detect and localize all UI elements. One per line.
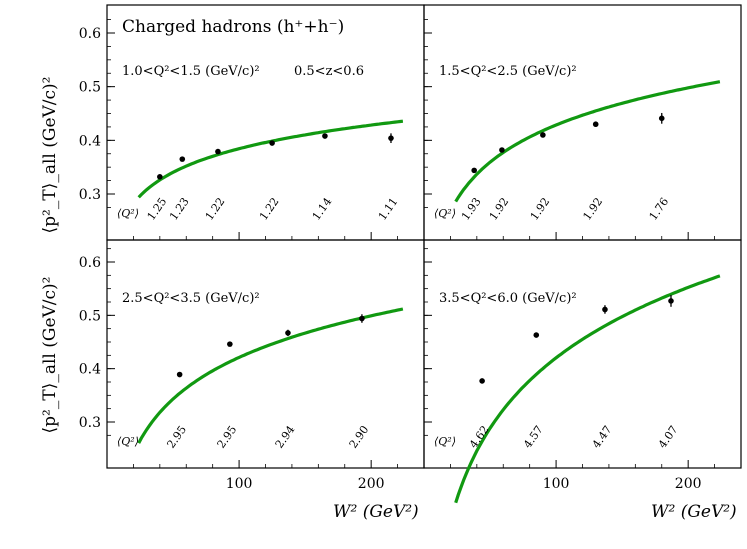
data-point — [157, 174, 163, 180]
panel-z-range: 0.5<z<0.6 — [294, 64, 364, 79]
q2-mean-label: ⟨Q²⟩ — [117, 207, 139, 220]
y-tick-label: 0.6 — [79, 255, 101, 271]
data-point — [592, 121, 599, 128]
y-tick-label: 0.3 — [79, 415, 101, 431]
y-axis-label-bottom: ⟨p²_T⟩_all (GeV/c)² — [40, 277, 60, 434]
panel-q2-range: 1.5<Q²<2.5 (GeV/c)² — [439, 64, 577, 79]
panel-q2-range: 2.5<Q²<3.5 (GeV/c)² — [122, 291, 260, 306]
data-point — [499, 147, 505, 153]
data-point — [479, 378, 485, 384]
data-point — [227, 341, 233, 347]
data-point — [359, 315, 365, 322]
data-point — [269, 140, 275, 146]
data-point — [533, 332, 540, 338]
y-tick-label: 0.5 — [79, 80, 101, 96]
panel-q2-range: 3.5<Q²<6.0 (GeV/c)² — [439, 291, 577, 306]
data-point — [179, 156, 186, 162]
fit-curve — [137, 307, 404, 444]
y-axis-label-top: ⟨p²_T⟩_all (GeV/c)² — [40, 77, 60, 234]
fit-curve — [454, 274, 721, 504]
y-tick-label: 0.4 — [79, 362, 101, 378]
q2-mean-label: ⟨Q²⟩ — [434, 435, 456, 448]
data-point — [322, 133, 328, 139]
data-point — [285, 330, 291, 336]
x-tick-label: 200 — [358, 476, 385, 492]
figure-title-text: Charged hadrons (h⁺+h⁻) — [122, 17, 344, 37]
y-tick-label: 0.5 — [79, 308, 101, 324]
data-point — [471, 167, 477, 174]
x-axis-label-left: W² (GeV²) — [333, 502, 419, 522]
q2-mean-label: ⟨Q²⟩ — [434, 207, 456, 220]
axis-ticks: 0.3 0.4 0.5 0.6 0.3 0.4 0.5 0.6 100 200 100 200 — [79, 19, 715, 492]
y-tick-label: 0.4 — [79, 133, 101, 149]
fit-curve — [454, 80, 721, 203]
data-point — [540, 132, 546, 138]
q2-mean-label: ⟨Q²⟩ — [117, 435, 139, 448]
y-tick-label: 0.6 — [79, 26, 101, 42]
data-point — [668, 298, 674, 304]
data-point — [215, 148, 221, 155]
panel-q2-range: 1.0<Q²<1.5 (GeV/c)² — [122, 64, 260, 79]
x-tick-label: 100 — [543, 476, 570, 492]
data-point — [388, 135, 394, 141]
figure-title: Charged hadrons (h⁺+h⁻) — [122, 17, 344, 37]
x-tick-label: 200 — [675, 476, 702, 492]
y-tick-label: 0.3 — [79, 187, 101, 203]
x-axis-label-right: W² (GeV²) — [651, 502, 737, 522]
data-point — [658, 115, 665, 122]
data-point — [602, 306, 608, 313]
plot-layer: 1.0<Q²<1.5 (GeV/c)² 0.5<z<0.6⟨Q²⟩ 1.251.23… — [117, 64, 721, 504]
data-point — [176, 371, 183, 378]
x-tick-label: 100 — [226, 476, 253, 492]
